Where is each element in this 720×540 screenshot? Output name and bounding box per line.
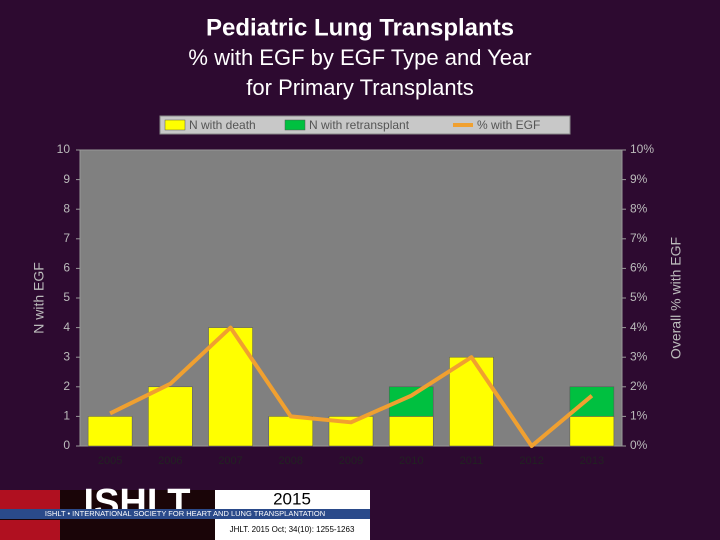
y-tick-label: 4 <box>63 320 70 334</box>
chart-title: Pediatric Lung Transplants <box>206 14 514 41</box>
x-tick-label: 2005 <box>98 455 122 467</box>
society-name: ISHLT • INTERNATIONAL SOCIETY FOR HEART … <box>45 509 325 518</box>
legend-label: % with EGF <box>477 118 540 132</box>
chart-subtitle: % with EGF by EGF Type and Year <box>188 45 531 70</box>
bar-segment <box>569 386 615 417</box>
bar-segment <box>148 386 193 447</box>
citation-box <box>215 519 370 540</box>
x-tick-label: 2007 <box>218 455 242 467</box>
y-tick-label: 2 <box>63 379 70 393</box>
y2-tick-label: 6% <box>630 261 648 275</box>
line-series <box>109 325 594 448</box>
y-tick-label: 10 <box>57 142 71 156</box>
footer-citation: JHLT. 2015 Oct; 34(10): 1255-1263 <box>230 525 355 534</box>
bar-segment <box>449 356 494 447</box>
y2-tick-label: 5% <box>630 290 648 304</box>
y2-tick-label: 7% <box>630 231 648 245</box>
x-tick-label: 2006 <box>158 455 182 467</box>
bar-segment <box>388 416 434 447</box>
x-tick-label: 2008 <box>279 455 303 467</box>
chart-subtitle: for Primary Transplants <box>246 75 473 100</box>
y-tick-label: 1 <box>63 409 70 423</box>
x-tick-label: 2012 <box>519 455 543 467</box>
y2-tick-label: 10% <box>630 142 654 156</box>
y-tick-label: 9 <box>63 172 70 186</box>
y2-tick-label: 9% <box>630 172 648 186</box>
legend-swatch <box>164 119 186 131</box>
footer-year: 2015 <box>273 489 311 508</box>
y-tick-label: 8 <box>63 201 70 215</box>
y-tick-label: 7 <box>63 231 70 245</box>
bar-segment <box>268 416 314 447</box>
y2-tick-label: 2% <box>630 379 648 393</box>
legend-box <box>159 115 571 135</box>
y2-tick-label: 4% <box>630 320 648 334</box>
bar-segment <box>569 416 615 447</box>
x-tick-label: 2010 <box>399 455 423 467</box>
y-tick-label: 0 <box>63 438 70 452</box>
x-tick-label: 2011 <box>460 455 484 467</box>
legend-swatch <box>284 119 306 131</box>
bar-segment <box>208 327 253 447</box>
y2-tick-label: 3% <box>630 349 648 363</box>
y2-tick-label: 8% <box>630 201 648 215</box>
y-axis-label: N with EGF <box>31 262 47 334</box>
y-tick-label: 5 <box>63 290 70 304</box>
y2-axis-label: Overall % with EGF <box>668 237 684 359</box>
y2-tick-label: 0% <box>630 438 648 452</box>
x-tick-label: 2009 <box>339 455 363 467</box>
y2-tick-label: 1% <box>630 409 648 423</box>
logo-stripe <box>0 490 60 510</box>
logo-band <box>0 509 370 519</box>
logo-stripe <box>0 520 60 540</box>
y-tick-label: 6 <box>63 261 70 275</box>
legend-label: N with death <box>189 118 256 132</box>
bar-segment <box>87 416 133 447</box>
x-tick-label: 2013 <box>580 455 604 467</box>
year-box <box>215 490 370 509</box>
legend-label: N with retransplant <box>309 118 410 132</box>
y-tick-label: 3 <box>63 349 70 363</box>
